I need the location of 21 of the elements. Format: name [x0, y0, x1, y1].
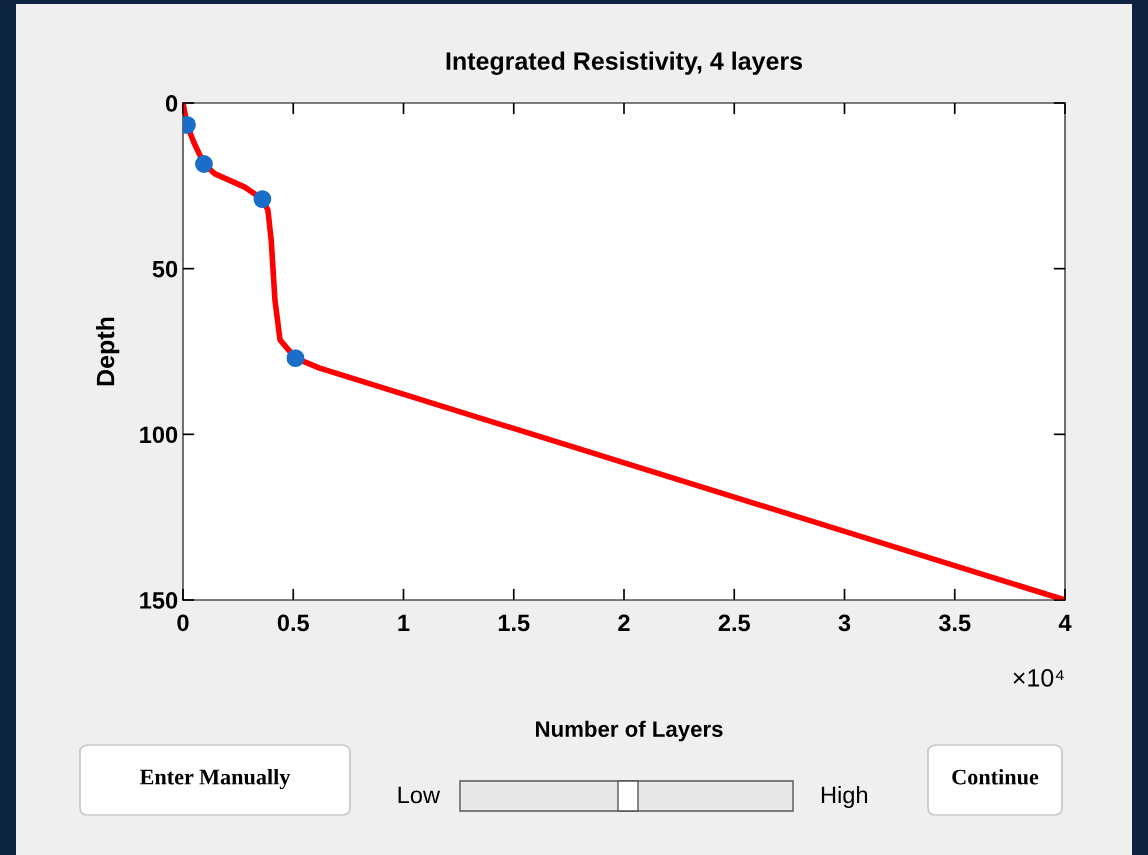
y-tick-label: 50 — [152, 260, 178, 278]
x-tick-label: 2.5 — [718, 614, 750, 632]
text: High — [821, 785, 868, 809]
y-axis-title: Depth — [96, 317, 120, 386]
x-tick-label: 3.5 — [938, 614, 971, 632]
y-tick-label: 0 — [165, 95, 178, 112]
x-tick-label: 3 — [838, 614, 851, 632]
text: Low — [398, 786, 441, 804]
text: ×10⁴ — [1013, 669, 1064, 687]
chart-title: Integrated Resistivity, 4 layers — [446, 51, 803, 75]
text: Continue — [952, 768, 1039, 785]
y-tick-label: 150 — [140, 592, 178, 609]
y-tick-label: 100 — [140, 426, 178, 444]
text: Enter Manually — [139, 768, 291, 790]
x-tick-label: 0 — [177, 614, 189, 632]
text: Number of Layers — [536, 720, 723, 742]
x-tick-label: 0.5 — [277, 614, 309, 632]
x-tick-label: 1 — [398, 614, 410, 631]
x-tick-label: 4 — [1058, 614, 1072, 631]
x-tick-label: 1.5 — [498, 614, 530, 632]
x-tick-label: 2 — [618, 614, 630, 631]
